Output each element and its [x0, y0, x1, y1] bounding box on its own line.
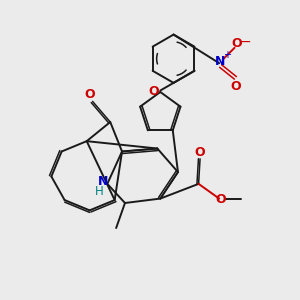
Text: O: O: [231, 80, 241, 93]
Text: O: O: [148, 85, 159, 98]
Text: O: O: [215, 193, 226, 206]
Text: O: O: [232, 38, 242, 50]
Text: N: N: [214, 55, 225, 68]
Text: +: +: [224, 50, 231, 60]
Text: N: N: [98, 175, 108, 188]
Text: O: O: [84, 88, 95, 101]
Text: H: H: [95, 185, 103, 198]
Text: O: O: [195, 146, 206, 159]
Text: −: −: [239, 35, 251, 49]
